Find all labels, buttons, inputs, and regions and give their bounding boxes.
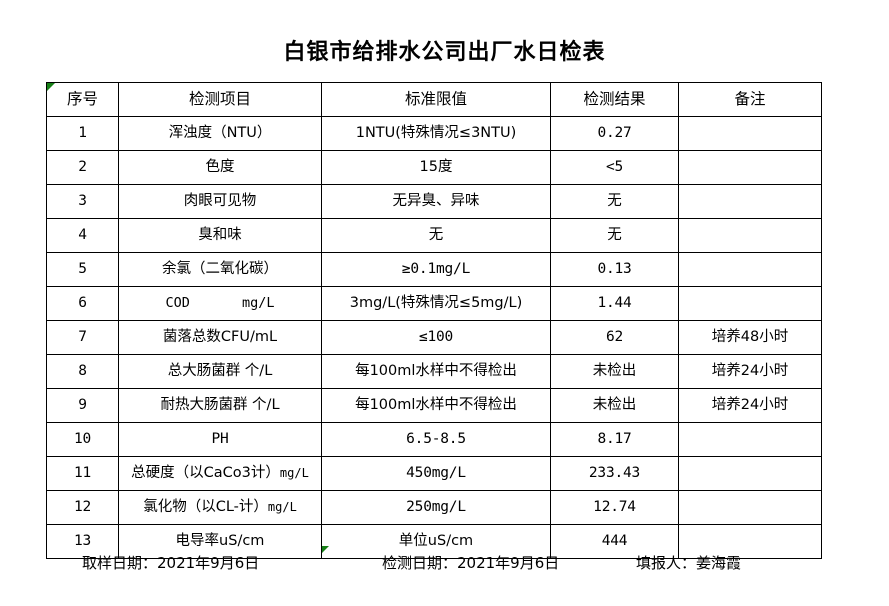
cell-seq: 3 [46, 184, 119, 219]
cell-limit: 450mg/L [321, 456, 551, 491]
cell-item-unit: mg/L [241, 295, 275, 312]
cell-item: COD mg/L [118, 286, 322, 321]
cell-seq: 13 [46, 524, 119, 559]
cell-item-name: 总硬度（以CaCo3计） [131, 464, 280, 481]
cell-seq: 1 [46, 116, 119, 151]
cell-item-unit: mg/L [267, 499, 297, 514]
table-row: 9 耐热大肠菌群 个/L 每100ml水样中不得检出 未检出 培养24小时 [46, 388, 822, 423]
cell-limit: 无异臭、异味 [321, 184, 551, 219]
column-header-result: 检测结果 [550, 82, 679, 117]
cell-remark [678, 252, 822, 287]
cell-remark [678, 150, 822, 185]
cell-result: 未检出 [550, 354, 679, 389]
cell-remark: 培养24小时 [678, 388, 822, 423]
cell-item: 耐热大肠菌群 个/L [118, 388, 322, 423]
footer: 取样日期：2021年9月6日 检测日期：2021年9月6日 填报人：姜海霞 [46, 552, 821, 578]
cell-limit: ≥0.1mg/L [321, 252, 551, 287]
cell-seq: 6 [46, 286, 119, 321]
table-header-row: 序号 检测项目 标准限值 检测结果 备注 [46, 82, 822, 117]
table-row: 6 COD mg/L 3mg/L(特殊情况≤5mg/L) 1.44 [46, 286, 822, 321]
cell-limit: 每100ml水样中不得检出 [321, 354, 551, 389]
cell-seq: 9 [46, 388, 119, 423]
cell-seq: 4 [46, 218, 119, 253]
table-row: 11 总硬度（以CaCo3计）mg/L 450mg/L 233.43 [46, 456, 822, 491]
cell-result: 0.13 [550, 252, 679, 287]
table-row: 1 浑浊度（NTU） 1NTU(特殊情况≤3NTU) 0.27 [46, 116, 822, 151]
table-row: 7 菌落总数CFU/mL ≤100 62 培养48小时 [46, 320, 822, 355]
cell-remark [678, 218, 822, 253]
cell-limit: 6.5-8.5 [321, 422, 551, 457]
filler-name-label: 填报人：姜海霞 [636, 554, 742, 572]
cell-item-name: 氯化物（以CL-计） [143, 498, 268, 515]
cell-result: 0.27 [550, 116, 679, 151]
cell-limit: 3mg/L(特殊情况≤5mg/L) [321, 286, 551, 321]
table-row: 12 氯化物（以CL-计）mg/L 250mg/L 12.74 [46, 490, 822, 525]
cell-result: 无 [550, 218, 679, 253]
table-row: 13 电导率uS/cm 单位uS/cm 444 [46, 524, 822, 559]
cell-seq: 2 [46, 150, 119, 185]
cell-result: 8.17 [550, 422, 679, 457]
cell-remark [678, 456, 822, 491]
table-row: 8 总大肠菌群 个/L 每100ml水样中不得检出 未检出 培养24小时 [46, 354, 822, 389]
column-header-limit: 标准限值 [321, 82, 551, 117]
cell-remark: 培养24小时 [678, 354, 822, 389]
column-header-item: 检测项目 [118, 82, 322, 117]
cell-item: 余氯（二氧化碳） [118, 252, 322, 287]
cell-remark [678, 184, 822, 219]
table-row: 2 色度 15度 <5 [46, 150, 822, 185]
column-header-remark: 备注 [678, 82, 822, 117]
cell-result: <5 [550, 150, 679, 185]
cell-item: 菌落总数CFU/mL [118, 320, 322, 355]
cell-remark [678, 422, 822, 457]
cell-remark [678, 524, 822, 559]
cell-limit: ≤100 [321, 320, 551, 355]
cell-remark [678, 286, 822, 321]
cell-item: 电导率uS/cm [118, 524, 322, 559]
cell-result: 444 [550, 524, 679, 559]
cell-remark [678, 116, 822, 151]
table-row: 4 臭和味无无 [46, 218, 822, 253]
cell-limit: 15度 [321, 150, 551, 185]
cell-result: 62 [550, 320, 679, 355]
cell-item: 浑浊度（NTU） [118, 116, 322, 151]
cell-item: PH [118, 422, 322, 457]
cell-item-name: COD [165, 295, 190, 312]
cell-item: 肉眼可见物 [118, 184, 322, 219]
cell-seq: 10 [46, 422, 119, 457]
cell-item: 色度 [118, 150, 322, 185]
cell-remark [678, 490, 822, 525]
cell-limit: 250mg/L [321, 490, 551, 525]
cell-result: 233.43 [550, 456, 679, 491]
cell-seq: 11 [46, 456, 119, 491]
cell-item: 臭和味 [118, 218, 322, 253]
column-header-seq: 序号 [46, 82, 119, 117]
cell-item: 氯化物（以CL-计）mg/L [118, 490, 322, 525]
test-date-label: 检测日期：2021年9月6日 [382, 554, 560, 572]
cell-result: 未检出 [550, 388, 679, 423]
cell-item: 总硬度（以CaCo3计）mg/L [118, 456, 322, 491]
cell-seq: 5 [46, 252, 119, 287]
cell-seq: 12 [46, 490, 119, 525]
green-triangle-marker-icon [322, 546, 329, 553]
cell-limit: 无 [321, 218, 551, 253]
cell-result: 无 [550, 184, 679, 219]
table-body: 1 浑浊度（NTU） 1NTU(特殊情况≤3NTU) 0.27 2 色度 15度 <5 3 肉眼可… [46, 116, 822, 559]
cell-result: 1.44 [550, 286, 679, 321]
cell-limit: 每100ml水样中不得检出 [321, 388, 551, 423]
cell-seq: 7 [46, 320, 119, 355]
cell-seq: 8 [46, 354, 119, 389]
cell-item: 总大肠菌群 个/L [118, 354, 322, 389]
table-row: 10 PH 6.5-8.5 8.17 [46, 422, 822, 457]
cell-result: 12.74 [550, 490, 679, 525]
water-inspection-table: 序号 检测项目 标准限值 检测结果 备注 1 浑浊度（NTU） 1NTU(特殊情况≤… [46, 82, 822, 559]
cell-limit: 单位uS/cm [321, 524, 551, 559]
table-row: 5 余氯（二氧化碳） ≥0.1mg/L 0.13 [46, 252, 822, 287]
table-row: 3 肉眼可见物 无异臭、异味无 [46, 184, 822, 219]
cell-item-unit: mg/L [279, 465, 309, 480]
cell-remark: 培养48小时 [678, 320, 822, 355]
page-title: 白银市给排水公司出厂水日检表 [283, 40, 606, 65]
cell-limit: 1NTU(特殊情况≤3NTU) [321, 116, 551, 151]
sample-date-label: 取样日期：2021年9月6日 [82, 554, 260, 572]
